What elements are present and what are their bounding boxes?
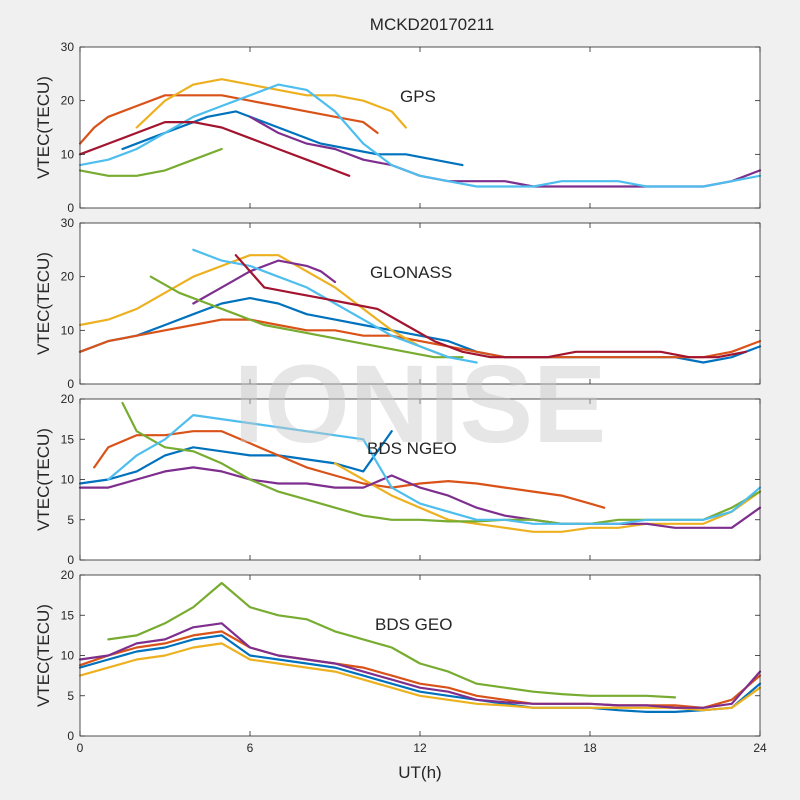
y-tick-label: 0 xyxy=(67,553,74,567)
y-axis-label: VTEC(TECU) xyxy=(34,428,53,531)
y-axis-label: VTEC(TECU) xyxy=(34,76,53,179)
panel-4: 0 5 10 15 20 0 6 12 18 24 VTEC(TECU) BDS GEO xyxy=(34,568,767,755)
y-tick-label: 10 xyxy=(61,473,75,487)
y-tick-label: 10 xyxy=(61,147,75,161)
series-line-7 xyxy=(78,120,351,177)
series-line-4 xyxy=(78,622,762,709)
series-line-2 xyxy=(78,94,379,145)
y-tick-label: 15 xyxy=(61,608,75,622)
series-line-1 xyxy=(121,110,464,167)
x-tick-label: 0 xyxy=(77,741,84,755)
y-tick-label: 30 xyxy=(61,40,75,54)
series-line-5 xyxy=(149,275,464,359)
series-line-6 xyxy=(78,83,762,188)
x-tick-label: 6 xyxy=(247,741,254,755)
series-line-6 xyxy=(107,414,762,525)
series-line-4 xyxy=(192,259,337,305)
x-axis-label: UT(h) xyxy=(398,763,441,782)
y-tick-label: 0 xyxy=(67,729,74,743)
y-tick-label: 20 xyxy=(61,94,75,108)
series-line-1 xyxy=(78,430,393,485)
y-tick-label: 20 xyxy=(61,568,75,582)
panel-3: 0 5 10 15 20 VTEC(TECU) BDS NGEO xyxy=(34,392,762,567)
series-line-3 xyxy=(78,642,762,712)
panel-background xyxy=(80,47,760,208)
series-line-3 xyxy=(78,254,450,359)
series-line-7 xyxy=(234,254,747,359)
y-tick-label: 5 xyxy=(67,689,74,703)
series-line-5 xyxy=(78,147,223,177)
series-line-3 xyxy=(135,78,407,129)
watermark-text: IONISE xyxy=(234,343,607,466)
series-line-3 xyxy=(333,462,762,533)
series-line-1 xyxy=(78,634,762,714)
y-tick-label: 10 xyxy=(61,649,75,663)
x-tick-label: 24 xyxy=(753,741,767,755)
series-line-5 xyxy=(107,581,677,699)
series-line-6 xyxy=(192,248,478,364)
x-tick-label: 18 xyxy=(583,741,597,755)
y-tick-label: 0 xyxy=(67,377,74,391)
y-tick-label: 20 xyxy=(61,392,75,406)
y-tick-label: 30 xyxy=(61,216,75,230)
panel-2: 0 10 20 30 VTEC(TECU) GLONASS xyxy=(34,216,762,391)
y-axis-label: VTEC(TECU) xyxy=(34,604,53,707)
figure-title: MCKD20170211 xyxy=(370,15,494,34)
y-tick-label: 20 xyxy=(61,270,75,284)
panel-background xyxy=(80,575,760,736)
series-line-2 xyxy=(78,318,762,359)
y-tick-label: 5 xyxy=(67,513,74,527)
panel-annotation: BDS NGEO xyxy=(367,439,457,458)
panel-annotation: BDS GEO xyxy=(375,615,452,634)
series-line-4 xyxy=(78,466,762,529)
y-tick-label: 10 xyxy=(61,323,75,337)
panel-annotation: GLONASS xyxy=(370,263,452,282)
y-tick-label: 0 xyxy=(67,201,74,215)
x-tick-label: 12 xyxy=(413,741,427,755)
y-tick-label: 15 xyxy=(61,432,75,446)
panel-background xyxy=(80,399,760,560)
y-axis-label: VTEC(TECU) xyxy=(34,252,53,355)
panel-annotation: GPS xyxy=(400,87,436,106)
panel-1: 0 10 20 30 VTEC(TECU) GPS xyxy=(34,40,762,215)
